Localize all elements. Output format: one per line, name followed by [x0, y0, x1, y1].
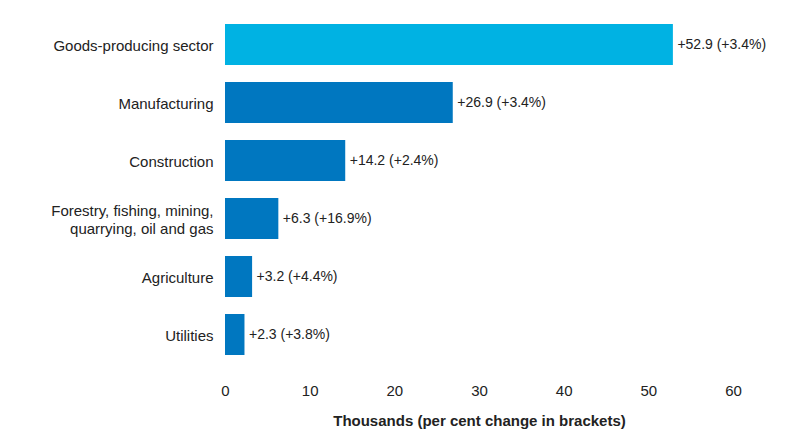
svg-text:+3.2 (+4.4%): +3.2 (+4.4%): [257, 268, 338, 284]
svg-text:Goods-producing sector: Goods-producing sector: [53, 37, 213, 54]
svg-text:30: 30: [471, 382, 488, 399]
svg-text:0: 0: [221, 382, 229, 399]
svg-text:20: 20: [386, 382, 403, 399]
svg-text:Forestry, fishing, mining,quar: Forestry, fishing, mining,quarrying, oil…: [51, 202, 213, 238]
svg-text:+2.3 (+3.8%): +2.3 (+3.8%): [249, 326, 330, 342]
svg-text:50: 50: [640, 382, 657, 399]
svg-text:40: 40: [556, 382, 573, 399]
svg-text:+52.9 (+3.4%): +52.9 (+3.4%): [677, 36, 766, 52]
svg-text:60: 60: [725, 382, 742, 399]
svg-text:Thousands (per cent change in: Thousands (per cent change in brackets): [333, 412, 626, 429]
svg-text:+14.2 (+2.4%): +14.2 (+2.4%): [350, 152, 439, 168]
svg-text:10: 10: [302, 382, 319, 399]
svg-text:Utilities: Utilities: [165, 327, 213, 344]
svg-text:Construction: Construction: [129, 153, 213, 170]
svg-text:Agriculture: Agriculture: [142, 269, 214, 286]
svg-text:Manufacturing: Manufacturing: [118, 95, 213, 112]
svg-text:+6.3 (+16.9%): +6.3 (+16.9%): [283, 210, 372, 226]
svg-text:+26.9 (+3.4%): +26.9 (+3.4%): [457, 94, 546, 110]
